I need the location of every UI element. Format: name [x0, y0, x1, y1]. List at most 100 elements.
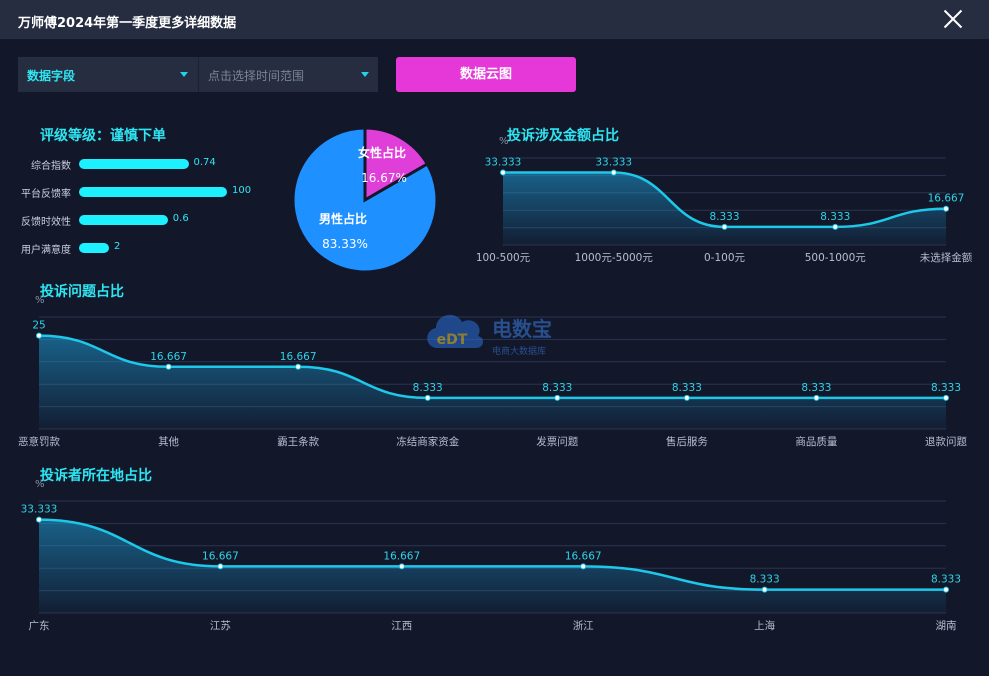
watermark-sub: 电商大数据库: [492, 345, 546, 357]
rating-label: 平台反馈率: [21, 189, 71, 200]
issue-area-chart: % 25 恶意罚款 16.667 其他 16.667 霸王条款 8.333 冻结商家资金 8.33…: [18, 295, 967, 448]
x-tick-label: 浙江: [573, 620, 594, 632]
data-point[interactable]: [683, 394, 690, 401]
data-label: 16.667: [565, 550, 602, 562]
data-point[interactable]: [610, 169, 617, 176]
data-label: 16.667: [202, 550, 239, 562]
x-tick-label: 其他: [158, 435, 179, 448]
watermark-logo: eDT 电数宝 电商大数据库: [427, 314, 552, 357]
data-point[interactable]: [165, 363, 172, 370]
x-tick-label: 0-100元: [704, 252, 746, 264]
field-select-label: 数据字段: [27, 69, 76, 83]
data-point[interactable]: [943, 586, 949, 593]
rating-value: 100: [232, 185, 252, 196]
data-label: 33.333: [595, 157, 632, 169]
data-point[interactable]: [554, 394, 561, 401]
data-label: 8.333: [801, 382, 831, 394]
series-area: [503, 172, 946, 245]
series-area: [39, 335, 946, 429]
data-label: 8.333: [820, 211, 850, 223]
rating-label: 综合指数: [31, 161, 71, 172]
data-label: 16.667: [383, 550, 420, 562]
field-select[interactable]: 数据字段: [18, 57, 198, 92]
rating-label: 用户满意度: [21, 245, 71, 256]
gender-pie-chart: 女性占比 16.67% 男性占比 83.33%: [291, 126, 439, 274]
pie-male-label: 男性占比: [319, 211, 367, 226]
pie-female-label: 女性占比: [358, 145, 406, 160]
data-point[interactable]: [398, 563, 405, 570]
data-label: 16.667: [280, 351, 317, 363]
close-icon[interactable]: [943, 9, 963, 29]
rating-row: 用户满意度 2: [0, 240, 989, 256]
data-label: 8.333: [672, 382, 702, 394]
data-point[interactable]: [36, 332, 42, 339]
data-point[interactable]: [500, 169, 506, 176]
chevron-down-icon: [361, 72, 369, 77]
pie-slice-male[interactable]: [291, 126, 439, 274]
series-line: [38, 334, 946, 400]
amount-chart-title: 投诉涉及金额占比: [507, 128, 619, 144]
rating-bar: [79, 187, 227, 197]
x-tick-label: 江苏: [210, 619, 231, 632]
x-tick-label: 发票问题: [536, 435, 578, 448]
data-point[interactable]: [721, 223, 728, 230]
x-tick-label: 冻结商家资金: [396, 435, 459, 448]
y-axis-unit: %: [499, 136, 509, 147]
pie-slice-female[interactable]: [363, 126, 430, 203]
x-tick-label: 上海: [754, 619, 775, 632]
data-point[interactable]: [832, 223, 839, 230]
region-chart-title: 投诉者所在地占比: [40, 468, 152, 484]
pie-female-value: 16.67%: [361, 171, 407, 185]
rating-title: 评级等级：谨慎下单: [40, 128, 166, 144]
x-tick-label: 江西: [391, 620, 412, 632]
watermark-brand: 电数宝: [492, 317, 552, 341]
x-tick-label: 500-1000元: [805, 252, 867, 264]
data-label: 16.667: [150, 351, 187, 363]
rating-value: 0.74: [193, 157, 216, 168]
data-label: 8.333: [931, 574, 961, 586]
data-label: 8.333: [931, 382, 961, 394]
data-label: 8.333: [750, 574, 780, 586]
data-point[interactable]: [36, 516, 42, 523]
data-point[interactable]: [424, 394, 431, 401]
rating-bar: [79, 215, 168, 225]
window-title: 万师傅2024年第一季度更多详细数据: [18, 16, 237, 31]
data-label: 25: [32, 320, 45, 332]
logo-text: eDT: [437, 332, 468, 348]
x-tick-label: 售后服务: [666, 435, 708, 448]
data-point[interactable]: [761, 586, 768, 593]
x-tick-label: 商品质量: [795, 435, 837, 448]
data-label: 33.333: [485, 157, 522, 169]
amount-area-chart: % 33.333 100-500元 33.333 1000元-5000元 8.333 0-1…: [476, 136, 973, 264]
rating-row: 平台反馈率 100: [0, 184, 989, 200]
cloud-icon: [427, 314, 484, 348]
x-tick-label: 恶意罚款: [18, 435, 60, 448]
time-range-select[interactable]: 点击选择时间范围: [198, 57, 378, 92]
rating-label: 反馈时效性: [21, 217, 71, 228]
x-tick-label: 退款问题: [925, 435, 967, 448]
data-label: 16.667: [928, 193, 965, 205]
data-cloud-button[interactable]: 数据云图: [396, 57, 576, 92]
data-point[interactable]: [580, 563, 587, 570]
x-tick-label: 1000元-5000元: [575, 252, 654, 264]
data-point[interactable]: [295, 363, 302, 370]
x-tick-label: 未选择金额: [920, 251, 973, 264]
data-label: 8.333: [709, 211, 739, 223]
rating-row: 综合指数 0.74: [0, 156, 989, 172]
x-tick-label: 100-500元: [476, 252, 531, 264]
data-point[interactable]: [943, 394, 949, 401]
x-tick-label: 湖南: [936, 619, 957, 632]
series-line: [38, 518, 946, 591]
data-point[interactable]: [943, 205, 949, 212]
data-point[interactable]: [813, 394, 820, 401]
x-tick-label: 霸王条款: [277, 435, 319, 448]
rating-bar: [79, 159, 189, 169]
rating-value: 0.6: [172, 213, 189, 224]
x-tick-label: 广东: [29, 619, 50, 632]
data-point[interactable]: [217, 563, 224, 570]
data-label: 33.333: [21, 504, 58, 516]
chevron-down-icon: [180, 72, 188, 77]
rating-value: 2: [114, 241, 121, 252]
data-label: 8.333: [542, 382, 572, 394]
rating-bar: [79, 243, 109, 253]
